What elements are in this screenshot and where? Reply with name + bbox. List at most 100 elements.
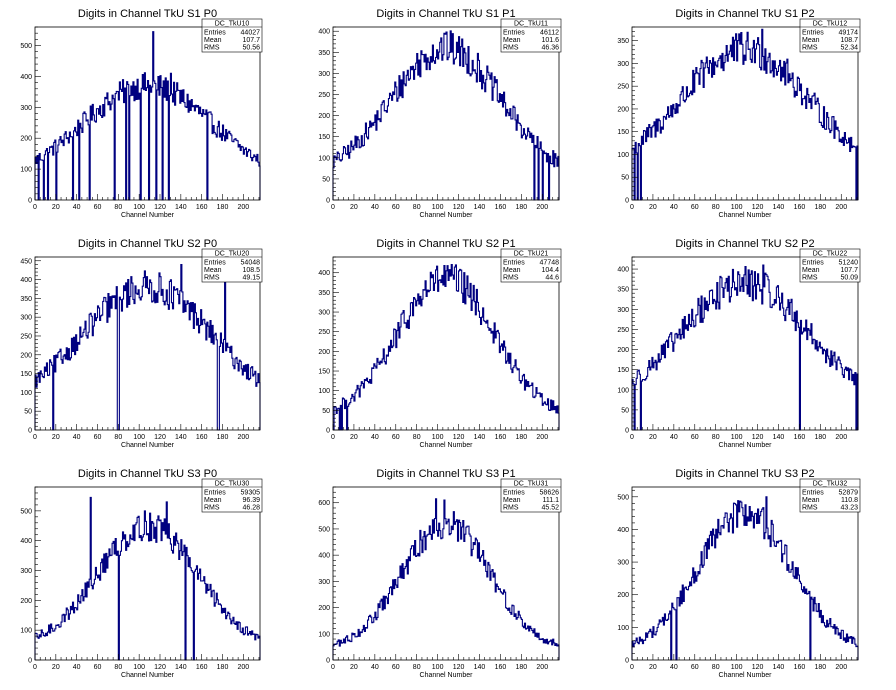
y-tick-label: 200 bbox=[20, 136, 32, 143]
stats-label-mean: Mean bbox=[503, 267, 521, 274]
y-tick-label: 200 bbox=[617, 106, 629, 113]
y-tick-label: 150 bbox=[318, 369, 330, 376]
histogram-panel: Digits in Channel TkU S1 P0 0 20 40 60 80 100 1… bbox=[20, 8, 263, 219]
stats-value-entries: 49174 bbox=[839, 30, 859, 37]
y-tick-label: 400 bbox=[318, 29, 330, 36]
histogram-line bbox=[631, 496, 859, 661]
y-tick-label: 450 bbox=[20, 258, 32, 265]
y-tick-label: 100 bbox=[617, 152, 629, 159]
x-tick-label: 180 bbox=[515, 434, 527, 441]
y-tick-label: 50 bbox=[621, 175, 629, 182]
x-tick-label: 0 bbox=[630, 664, 634, 671]
y-tick-label: 400 bbox=[318, 553, 330, 560]
y-tick-label: 300 bbox=[20, 105, 32, 112]
stats-box: DC_TkU20 Entries 54048 Mean 108.5 RMS 49.15 bbox=[201, 248, 263, 283]
stats-name: DC_TkU22 bbox=[813, 251, 848, 258]
y-tick-label: 150 bbox=[617, 367, 629, 374]
stats-label-mean: Mean bbox=[503, 37, 521, 44]
x-tick-label: 160 bbox=[196, 434, 208, 441]
x-tick-label: 100 bbox=[133, 664, 145, 671]
y-tick-label: 0 bbox=[28, 658, 32, 665]
x-tick-label: 120 bbox=[154, 434, 166, 441]
x-tick-label: 200 bbox=[536, 434, 548, 441]
stats-name: DC_TkU10 bbox=[215, 21, 250, 28]
x-tick-label: 100 bbox=[133, 204, 145, 211]
x-tick-label: 140 bbox=[175, 204, 187, 211]
stats-name: DC_TkU30 bbox=[215, 481, 250, 488]
x-tick-label: 60 bbox=[392, 664, 400, 671]
stats-value-mean: 107.7 bbox=[242, 37, 260, 44]
x-tick-label: 60 bbox=[94, 434, 102, 441]
x-tick-label: 200 bbox=[835, 434, 847, 441]
histogram-panel: Digits in Channel TkU S2 P0 0 20 40 60 80 100 1… bbox=[20, 238, 263, 449]
stats-value-entries: 59305 bbox=[241, 490, 261, 497]
stats-label-mean: Mean bbox=[204, 267, 222, 274]
stats-value-mean: 108.7 bbox=[840, 37, 858, 44]
stats-value-mean: 96.39 bbox=[242, 497, 260, 504]
x-tick-label: 120 bbox=[453, 204, 465, 211]
x-tick-label: 40 bbox=[73, 434, 81, 441]
y-tick-label: 200 bbox=[318, 349, 330, 356]
stats-label-rms: RMS bbox=[204, 505, 220, 512]
x-tick-label: 20 bbox=[52, 664, 60, 671]
x-tick-label: 80 bbox=[712, 204, 720, 211]
y-tick-label: 50 bbox=[24, 409, 32, 416]
y-tick-label: 350 bbox=[617, 38, 629, 45]
y-tick-label: 500 bbox=[20, 508, 32, 515]
y-tick-label: 100 bbox=[20, 390, 32, 397]
y-tick-label: 0 bbox=[625, 428, 629, 435]
stats-label-mean: Mean bbox=[204, 37, 222, 44]
x-tick-label: 120 bbox=[154, 204, 166, 211]
x-tick-label: 120 bbox=[752, 434, 764, 441]
stats-box: DC_TkU22 Entries 51240 Mean 107.7 RMS 50.09 bbox=[799, 248, 861, 283]
x-tick-label: 120 bbox=[453, 434, 465, 441]
x-tick-label: 20 bbox=[350, 204, 358, 211]
stats-value-rms: 50.56 bbox=[242, 45, 260, 52]
stats-label-mean: Mean bbox=[802, 37, 820, 44]
y-tick-label: 300 bbox=[318, 579, 330, 586]
stats-box: DC_TkU10 Entries 44027 Mean 107.7 RMS 50.56 bbox=[201, 18, 263, 53]
x-tick-label: 40 bbox=[670, 434, 678, 441]
x-tick-label: 0 bbox=[630, 204, 634, 211]
stats-name: DC_TkU31 bbox=[514, 481, 549, 488]
stats-label-rms: RMS bbox=[802, 45, 818, 52]
x-tick-label: 20 bbox=[350, 434, 358, 441]
x-axis-label: Channel Number bbox=[420, 442, 474, 449]
x-tick-label: 200 bbox=[237, 434, 249, 441]
plot-frame bbox=[631, 256, 859, 431]
x-tick-label: 200 bbox=[835, 664, 847, 671]
stats-label-entries: Entries bbox=[503, 490, 525, 497]
y-tick-label: 400 bbox=[617, 527, 629, 534]
y-tick-label: 100 bbox=[20, 167, 32, 174]
y-tick-label: 100 bbox=[318, 631, 330, 638]
stats-label-entries: Entries bbox=[802, 260, 824, 267]
stats-value-rms: 50.09 bbox=[840, 275, 858, 282]
stats-value-rms: 49.15 bbox=[242, 275, 260, 282]
y-tick-label: 350 bbox=[617, 287, 629, 294]
panel-title: Digits in Channel TkU S1 P2 bbox=[675, 8, 814, 20]
stats-label-rms: RMS bbox=[503, 45, 519, 52]
x-tick-label: 0 bbox=[331, 204, 335, 211]
x-tick-label: 40 bbox=[73, 664, 81, 671]
x-axis-label: Channel Number bbox=[121, 672, 175, 679]
x-tick-label: 100 bbox=[731, 664, 743, 671]
stats-box: DC_TkU12 Entries 49174 Mean 108.7 RMS 52.34 bbox=[799, 18, 861, 53]
x-tick-label: 80 bbox=[413, 664, 421, 671]
y-tick-label: 200 bbox=[617, 592, 629, 599]
stats-box: DC_TkU32 Entries 52879 Mean 110.8 RMS 43.23 bbox=[799, 478, 861, 513]
stats-value-mean: 111.1 bbox=[543, 497, 560, 504]
x-tick-label: 120 bbox=[154, 664, 166, 671]
x-axis-label: Channel Number bbox=[719, 672, 773, 679]
x-tick-label: 140 bbox=[773, 204, 785, 211]
x-tick-label: 180 bbox=[515, 204, 527, 211]
y-tick-label: 200 bbox=[318, 605, 330, 612]
x-tick-label: 80 bbox=[413, 434, 421, 441]
x-tick-label: 180 bbox=[814, 664, 826, 671]
y-tick-label: 0 bbox=[326, 428, 330, 435]
x-tick-label: 180 bbox=[217, 204, 229, 211]
histogram-panel: Digits in Channel TkU S1 P1 0 20 40 60 80 100 1… bbox=[318, 8, 562, 219]
stats-label-mean: Mean bbox=[802, 267, 820, 274]
x-axis-label: Channel Number bbox=[121, 442, 175, 449]
stats-label-entries: Entries bbox=[503, 30, 525, 37]
